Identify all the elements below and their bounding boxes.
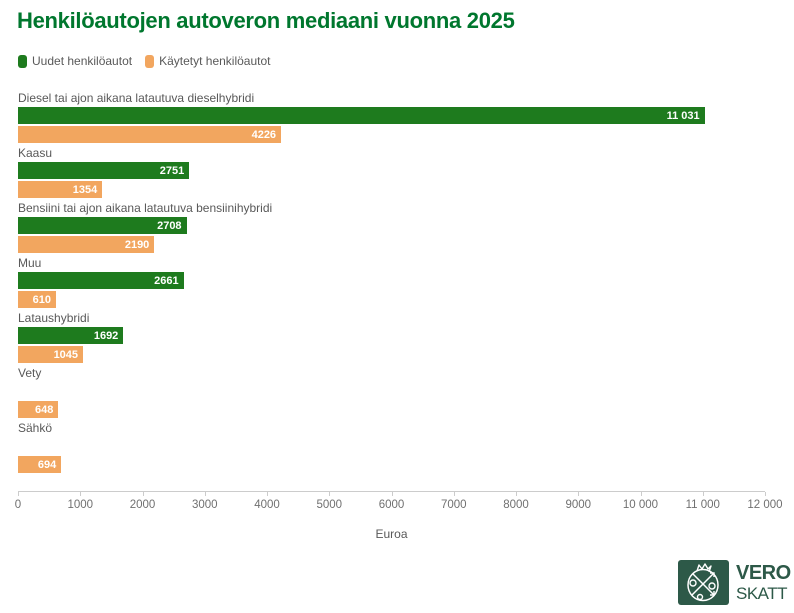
logo-text-vero: VERO [736, 562, 791, 584]
bar-new-cars: 2751 [18, 162, 190, 179]
x-axis-title: Euroa [375, 527, 408, 541]
axis-tick-label: 8000 [503, 499, 529, 511]
axis-tick [516, 492, 517, 496]
axis-tick-label: 1000 [67, 499, 94, 511]
legend-item-new-cars: Uudet henkilöautot [18, 54, 132, 68]
axis-tick-label: 10 000 [622, 499, 659, 511]
bar-row: 2661 [18, 272, 765, 289]
axis-tick-label: 2000 [129, 499, 156, 511]
axis-tick-label: 4000 [254, 499, 280, 511]
vero-skatt-logo: VERO SKATT [678, 560, 791, 605]
chart-title: Henkilöautojen autoveron mediaani vuonna… [17, 8, 515, 33]
category-label: Lataushybridi [18, 311, 90, 325]
bar-new-cars: 11 031 [18, 107, 705, 124]
axis-tick [204, 492, 206, 496]
category-label: Kaasu [18, 146, 53, 160]
axis-tick [267, 492, 268, 496]
category-group: Bensiini tai ajon aikana latautuva bensi… [18, 202, 765, 253]
axis-tick-label: 3000 [191, 499, 218, 511]
axis-tick [391, 492, 393, 496]
axis-tick-label: 12 000 [747, 499, 783, 511]
category-group: Lataushybridi 1692 1045 [18, 312, 765, 363]
bar-new-cars: 2661 [18, 272, 184, 289]
category-label: Sähkö [18, 421, 53, 435]
bar-row [18, 437, 765, 454]
bar-row: 1045 [18, 346, 765, 363]
axis-tick-label: 11 000 [685, 499, 720, 511]
bar-value-label: 2708 [157, 219, 182, 232]
legend-label-used-cars: Käytetyt henkilöautot [159, 54, 271, 68]
category-group: Sähkö 694 [18, 422, 765, 473]
axis-tick-label: 5000 [316, 499, 343, 511]
axis-tick [453, 492, 455, 496]
bar-row: 4226 [18, 126, 765, 143]
axis-tick [578, 492, 580, 496]
bar-row: 11 031 [18, 107, 765, 124]
bar-new-cars: 2708 [18, 217, 187, 234]
bar-used-cars: 694 [18, 456, 62, 473]
legend: Uudet henkilöautot Käytetyt henkilöautot [18, 54, 270, 68]
bar-value-label: 4226 [251, 128, 277, 141]
axis-tick [765, 492, 766, 496]
bar-used-cars: 610 [18, 291, 56, 308]
bar-used-cars: 1354 [18, 181, 103, 198]
bar-used-cars: 4226 [18, 126, 282, 143]
bar-value-label: 1354 [72, 183, 98, 196]
category-label: Bensiini tai ajon aikana latautuva bensi… [18, 201, 273, 215]
axis-tick [18, 492, 19, 496]
bar-value-label: 11 031 [666, 109, 700, 122]
logo-text-skatt: SKATT [736, 584, 788, 603]
axis-tick [702, 492, 704, 496]
axis-tick-label: 6000 [378, 499, 405, 511]
axis-tick-label: 7000 [440, 499, 467, 511]
bar-row: 2751 [18, 162, 765, 179]
bar-used-cars: 648 [18, 401, 59, 418]
bar-row: 610 [18, 291, 765, 308]
bar-value-label: 2751 [159, 164, 185, 177]
bar-value-label: 610 [32, 293, 51, 306]
bar-value-label: 2661 [154, 274, 179, 287]
bar-row: 2708 [18, 217, 765, 234]
category-label: Muu [18, 256, 42, 270]
bar-row: 1692 [18, 327, 765, 344]
legend-item-used-cars: Käytetyt henkilöautot [145, 54, 270, 68]
bar-value-label: 648 [34, 403, 54, 416]
bar-value-label: 2190 [124, 238, 150, 251]
legend-swatch-green [18, 54, 27, 68]
axis-tick [80, 492, 82, 496]
x-axis: 0 1000 2000 3000 4000 5000 6000 7000 8000 9000 10 … [15, 491, 783, 511]
bar-row: 2190 [18, 236, 765, 253]
bar-chart: Diesel tai ajon aikana latautuva dieselh… [18, 92, 765, 477]
axis-tick-label: 0 [14, 499, 22, 511]
category-group: Muu 2661 610 [18, 257, 765, 308]
category-group: Kaasu 2751 1354 [18, 147, 765, 198]
bar-value-label: 1692 [93, 329, 119, 342]
axis-tick [142, 492, 144, 496]
bar-used-cars: 1045 [18, 346, 84, 363]
bar-row: 694 [18, 456, 765, 473]
axis-tick [329, 492, 331, 496]
bar-row [18, 382, 765, 399]
logo-text: VERO SKATT [736, 563, 791, 602]
vero-emblem-icon [678, 560, 729, 605]
axis-tick-label: 9000 [565, 499, 592, 511]
bar-row: 648 [18, 401, 765, 418]
legend-swatch-orange [145, 54, 155, 68]
category-label: Diesel tai ajon aikana latautuva dieselh… [18, 91, 255, 105]
bar-row: 1354 [18, 181, 765, 198]
bar-value-label: 1045 [53, 348, 79, 361]
category-label: Vety [18, 366, 42, 380]
bar-used-cars: 2190 [18, 236, 155, 253]
axis-tick [640, 492, 642, 496]
bar-value-label: 694 [37, 458, 57, 471]
category-group: Diesel tai ajon aikana latautuva dieselh… [18, 92, 765, 143]
category-group: Vety 648 [18, 367, 765, 418]
legend-label-new-cars: Uudet henkilöautot [32, 54, 133, 68]
bar-new-cars: 1692 [18, 327, 124, 344]
